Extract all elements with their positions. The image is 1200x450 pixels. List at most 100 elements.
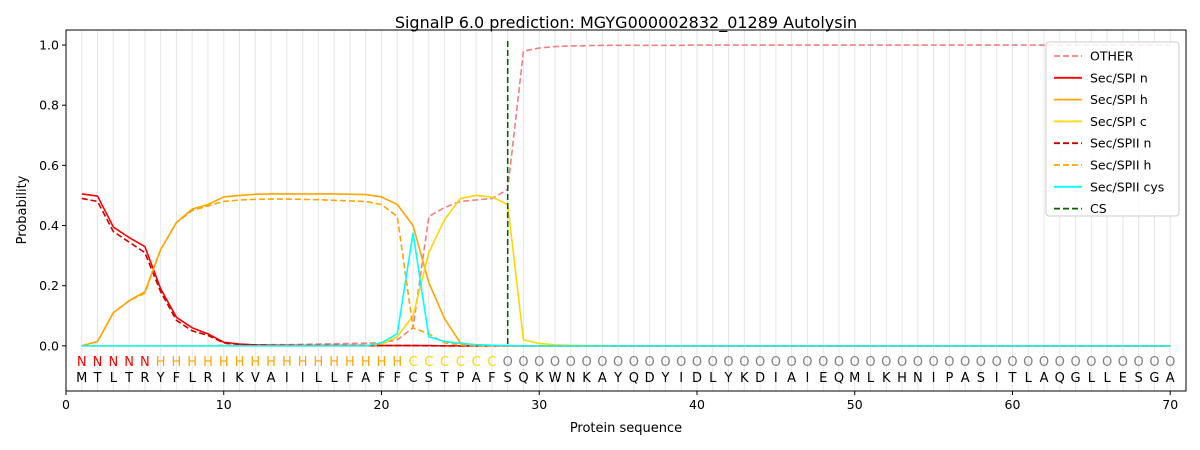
x-axis-label: Protein sequence [570,421,682,436]
residue-label: F [394,371,401,386]
legend-label: Sec/SPI c [1090,114,1147,129]
region-label: H [187,355,197,370]
region-label: O [1118,355,1128,370]
chart-title: SignalP 6.0 prediction: MGYG000002832_01… [395,13,857,33]
y-axis-label: Probability [15,175,30,244]
region-label: O [944,355,954,370]
region-label: N [124,355,134,370]
residue-label: D [692,371,702,386]
x-tick-label: 50 [847,397,863,412]
residue-label: E [819,371,827,386]
legend-label: CS [1090,201,1107,216]
region-label: O [1039,355,1049,370]
residue-label: M [849,371,860,386]
residue-label: K [535,371,544,386]
residue-label: M [76,371,87,386]
region-label: H [156,355,166,370]
legend-label: Sec/SPII h [1090,158,1151,173]
region-label: O [503,355,513,370]
x-tick-label: 30 [531,397,547,412]
region-label: O [629,355,639,370]
residue-label: I [805,371,809,386]
legend: OTHER Sec/SPI n Sec/SPI h Sec/SPI c Sec/SPII… [1045,41,1180,217]
region-label: C [424,355,433,370]
y-tick-label: 0.0 [39,338,59,353]
residue-label: Y [156,371,165,386]
residue-label: T [1008,371,1017,386]
residue-label: A [1166,371,1175,386]
region-label: H [377,355,387,370]
residue-label: E [1119,371,1127,386]
region-label: C [456,355,465,370]
residue-label: L [189,371,197,386]
residue-label: L [110,371,118,386]
residue-label: Q [1055,371,1065,386]
region-label: H [266,355,276,370]
residue-label: I [774,371,778,386]
residue-label: I [301,371,305,386]
residue-label: L [315,371,323,386]
residue-label: G [1071,371,1081,386]
region-label: O [1165,355,1175,370]
region-label: H [361,355,371,370]
residue-label: K [582,371,591,386]
sequence-annotations: NMNTNLNTNRHYHFHLHRHIHKHVHAHIHIHLHLHFHAHF… [76,355,1175,386]
residue-label: Y [613,371,622,386]
x-tick-label: 70 [1162,397,1178,412]
residue-label: N [913,371,923,386]
region-label: O [692,355,702,370]
region-label: H [235,355,245,370]
x-tick-label: 10 [216,397,232,412]
residue-label: P [456,371,464,386]
residue-label: G [1149,371,1159,386]
region-label: H [282,355,292,370]
x-tick-label: 40 [689,397,705,412]
region-label: O [881,355,891,370]
region-label: H [250,355,260,370]
region-label: H [314,355,324,370]
region-label: H [392,355,402,370]
region-label: N [140,355,150,370]
region-label: O [1134,355,1144,370]
residue-label: L [709,371,717,386]
region-label: O [739,355,749,370]
residue-label: S [1135,371,1143,386]
region-label: O [1007,355,1017,370]
x-tick-label: 0 [62,397,70,412]
residue-label: S [504,371,512,386]
region-label: O [913,355,923,370]
legend-label: Sec/SPII n [1090,136,1151,151]
residue-label: T [93,371,102,386]
residue-label: A [1040,371,1049,386]
region-label: C [440,355,449,370]
region-label: O [676,355,686,370]
residue-label: H [897,371,907,386]
residue-label: N [566,371,576,386]
residue-label: L [1088,371,1096,386]
region-label: N [77,355,87,370]
region-label: O [1086,355,1096,370]
region-label: O [802,355,812,370]
residue-label: T [440,371,449,386]
residue-label: S [425,371,433,386]
region-label: H [345,355,355,370]
region-label: N [93,355,103,370]
residue-label: L [1025,371,1033,386]
region-label: O [771,355,781,370]
x-tick-label: 20 [374,397,390,412]
residue-label: S [977,371,985,386]
legend-box [1045,41,1180,217]
residue-label: C [409,371,418,386]
region-label: O [865,355,875,370]
region-label: H [172,355,182,370]
region-label: O [834,355,844,370]
residue-label: K [882,371,891,386]
region-label: O [897,355,907,370]
residue-label: F [378,371,385,386]
y-tick-label: 0.6 [39,158,59,173]
region-label: O [723,355,733,370]
residue-label: T [124,371,133,386]
region-label: O [708,355,718,370]
region-label: O [613,355,623,370]
x-axis-ticks: 0 10 20 30 40 50 60 70 [62,391,1178,412]
